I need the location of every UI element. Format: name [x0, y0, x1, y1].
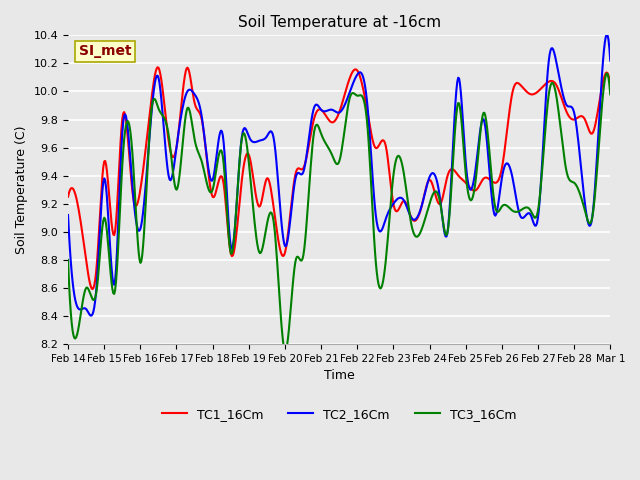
TC3_16Cm — [603, 71, 611, 76]
TC1_16Cm — [311, 112, 319, 118]
TC3_16Cm — [385, 228, 392, 233]
Line: TC1_16Cm: TC1_16Cm — [68, 67, 611, 289]
Line: TC3_16Cm: TC3_16Cm — [68, 73, 611, 351]
Text: SI_met: SI_met — [79, 45, 131, 59]
TC2_16Cm — [161, 138, 169, 144]
TC2_16Cm — [205, 165, 212, 171]
TC3_16Cm — [607, 91, 614, 97]
TC1_16Cm — [154, 64, 161, 70]
TC3_16Cm — [64, 257, 72, 263]
TC2_16Cm — [603, 32, 611, 37]
TC2_16Cm — [385, 209, 392, 215]
Title: Soil Temperature at -16cm: Soil Temperature at -16cm — [237, 15, 441, 30]
TC3_16Cm — [204, 182, 211, 188]
TC1_16Cm — [162, 115, 170, 120]
Legend: TC1_16Cm, TC2_16Cm, TC3_16Cm: TC1_16Cm, TC2_16Cm, TC3_16Cm — [157, 403, 522, 426]
TC3_16Cm — [427, 196, 435, 202]
TC1_16Cm — [474, 185, 482, 191]
TC3_16Cm — [474, 163, 481, 169]
Y-axis label: Soil Temperature (C): Soil Temperature (C) — [15, 125, 28, 254]
X-axis label: Time: Time — [324, 370, 355, 383]
TC1_16Cm — [385, 169, 393, 175]
TC1_16Cm — [88, 286, 96, 292]
TC3_16Cm — [160, 115, 168, 120]
TC2_16Cm — [87, 313, 95, 319]
TC1_16Cm — [607, 82, 614, 87]
TC2_16Cm — [310, 104, 318, 110]
TC1_16Cm — [205, 177, 213, 183]
TC2_16Cm — [607, 58, 614, 63]
TC1_16Cm — [64, 194, 72, 200]
TC2_16Cm — [427, 171, 435, 177]
Line: TC2_16Cm: TC2_16Cm — [68, 35, 611, 316]
TC2_16Cm — [64, 212, 72, 218]
TC3_16Cm — [282, 348, 289, 354]
TC1_16Cm — [428, 180, 436, 186]
TC2_16Cm — [474, 153, 481, 159]
TC3_16Cm — [310, 128, 318, 134]
